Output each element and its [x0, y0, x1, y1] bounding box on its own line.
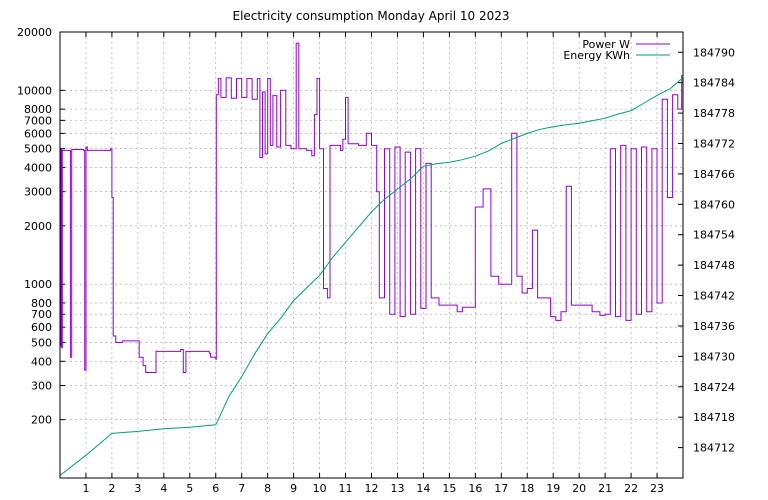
y-tick-label: 8000	[24, 103, 52, 116]
x-tick-label: 21	[598, 482, 612, 495]
series-line-power	[60, 42, 683, 373]
y-tick-label: 4000	[24, 161, 52, 174]
x-tick-label: 8	[264, 482, 271, 495]
x-tick-label: 19	[546, 482, 560, 495]
y-tick-label: 20000	[17, 26, 52, 39]
y2-tick-label: 184748	[693, 259, 735, 272]
x-tick-label: 6	[212, 482, 219, 495]
y-tick-label: 300	[31, 380, 52, 393]
y2-tick-label: 184760	[693, 198, 735, 211]
y-tick-label: 200	[31, 414, 52, 427]
x-tick-label: 23	[650, 482, 664, 495]
y-tick-label: 3000	[24, 186, 52, 199]
y-tick-label: 400	[31, 355, 52, 368]
y-tick-label: 500	[31, 337, 52, 350]
x-tick-label: 15	[442, 482, 456, 495]
x-tick-label: 20	[572, 482, 586, 495]
x-tick-label: 13	[390, 482, 404, 495]
y-tick-label: 2000	[24, 220, 52, 233]
y2-tick-label: 184772	[693, 138, 735, 151]
x-tick-label: 2	[108, 482, 115, 495]
x-tick-label: 1	[82, 482, 89, 495]
x-tick-label: 11	[339, 482, 353, 495]
x-tick-label: 3	[134, 482, 141, 495]
series-line-energy	[60, 77, 683, 476]
y2-tick-label: 184754	[693, 229, 735, 242]
x-tick-label: 7	[238, 482, 245, 495]
y2-tick-label: 184784	[693, 77, 735, 90]
x-tick-label: 17	[494, 482, 508, 495]
y-tick-label: 800	[31, 297, 52, 310]
grid-lines	[60, 31, 683, 478]
y2-tick-label: 184790	[693, 46, 735, 59]
chart-title: Electricity consumption Monday April 10 …	[233, 9, 510, 23]
x-tick-label: 14	[416, 482, 430, 495]
y-tick-label: 7000	[24, 114, 52, 127]
x-tick-label: 4	[160, 482, 167, 495]
x-tick-label: 12	[365, 482, 379, 495]
plot-border	[59, 31, 684, 479]
y2-tick-label: 184730	[693, 350, 735, 363]
x-tick-label: 5	[186, 482, 193, 495]
y2-tick-label: 184724	[693, 381, 735, 394]
x-tick-label: 16	[468, 482, 482, 495]
series-lines	[60, 42, 683, 476]
y2-tick-label: 184718	[693, 411, 735, 424]
axis-ticks: 1 2 3 4 5 6 7 8 9 10 11 12 13 14 15 16 17 18 19 20 21 22 23200…	[17, 26, 735, 495]
x-tick-label: 18	[520, 482, 534, 495]
x-tick-label: 9	[290, 482, 297, 495]
y2-tick-label: 184778	[693, 107, 735, 120]
legend: Power W Energy KWh	[563, 38, 670, 62]
y-tick-label: 700	[31, 308, 52, 321]
legend-label-energy: Energy KWh	[563, 49, 630, 62]
y2-tick-label: 184736	[693, 320, 735, 333]
y2-tick-label: 184766	[693, 168, 735, 181]
y-tick-label: 10000	[17, 84, 52, 97]
y-tick-label: 1000	[24, 278, 52, 291]
y-tick-label: 6000	[24, 127, 52, 140]
y-tick-label: 5000	[24, 143, 52, 156]
y-tick-label: 600	[31, 321, 52, 334]
y2-tick-label: 184712	[693, 442, 735, 455]
x-tick-label: 10	[313, 482, 327, 495]
legend-label-power: Power W	[582, 38, 630, 51]
x-tick-label: 22	[624, 482, 638, 495]
y2-tick-label: 184742	[693, 290, 735, 303]
